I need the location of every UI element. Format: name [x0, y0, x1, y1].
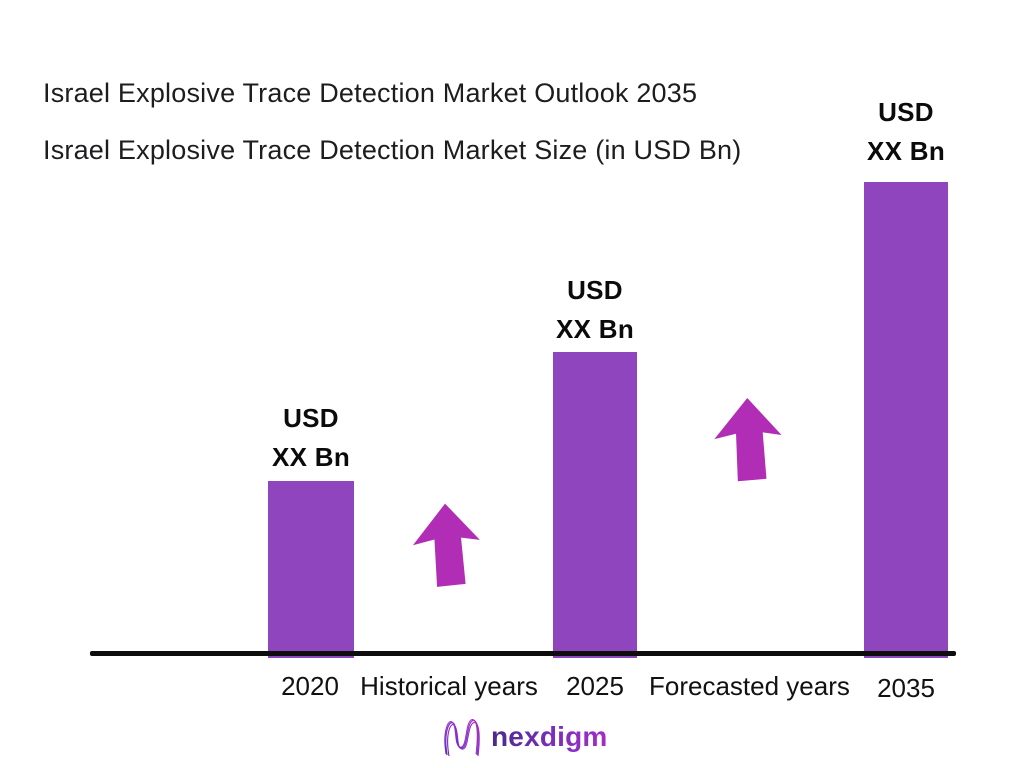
nexdigm-logo-icon	[444, 719, 480, 757]
bar-value-label-2035: USD XX Bn	[821, 93, 991, 171]
chart-subtitle: Israel Explosive Trace Detection Market …	[43, 135, 742, 165]
bar-value-2035-currency: USD	[878, 97, 934, 127]
bar-value-label-2020: USD XX Bn	[226, 399, 396, 477]
chart-title: Israel Explosive Trace Detection Market …	[43, 78, 698, 108]
bar-2035	[864, 182, 948, 658]
x-label-2020: 2020	[281, 671, 339, 701]
bar-value-2035-amount: XX Bn	[866, 136, 946, 166]
nexdigm-logo-text: nexdigm	[491, 715, 608, 759]
nexdigm-logo: nexdigm	[443, 714, 608, 760]
bar-value-2025-currency: USD	[567, 275, 623, 305]
annotation-forecasted-years: Forecasted years	[649, 671, 850, 701]
bar-2020	[268, 481, 354, 658]
bar-value-2020-currency: USD	[283, 403, 339, 433]
bar-value-label-2025: USD XX Bn	[510, 271, 680, 349]
x-label-2025: 2025	[566, 671, 624, 701]
bar-2025	[553, 352, 637, 658]
up-arrow-icon	[714, 398, 782, 482]
bar-value-2020-amount: XX Bn	[271, 442, 351, 472]
bar-value-2025-amount: XX Bn	[555, 314, 635, 344]
x-axis-line	[90, 651, 956, 656]
up-arrow-icon	[412, 503, 480, 587]
x-label-2035: 2035	[877, 673, 935, 703]
annotation-historical-years: Historical years	[360, 671, 538, 701]
